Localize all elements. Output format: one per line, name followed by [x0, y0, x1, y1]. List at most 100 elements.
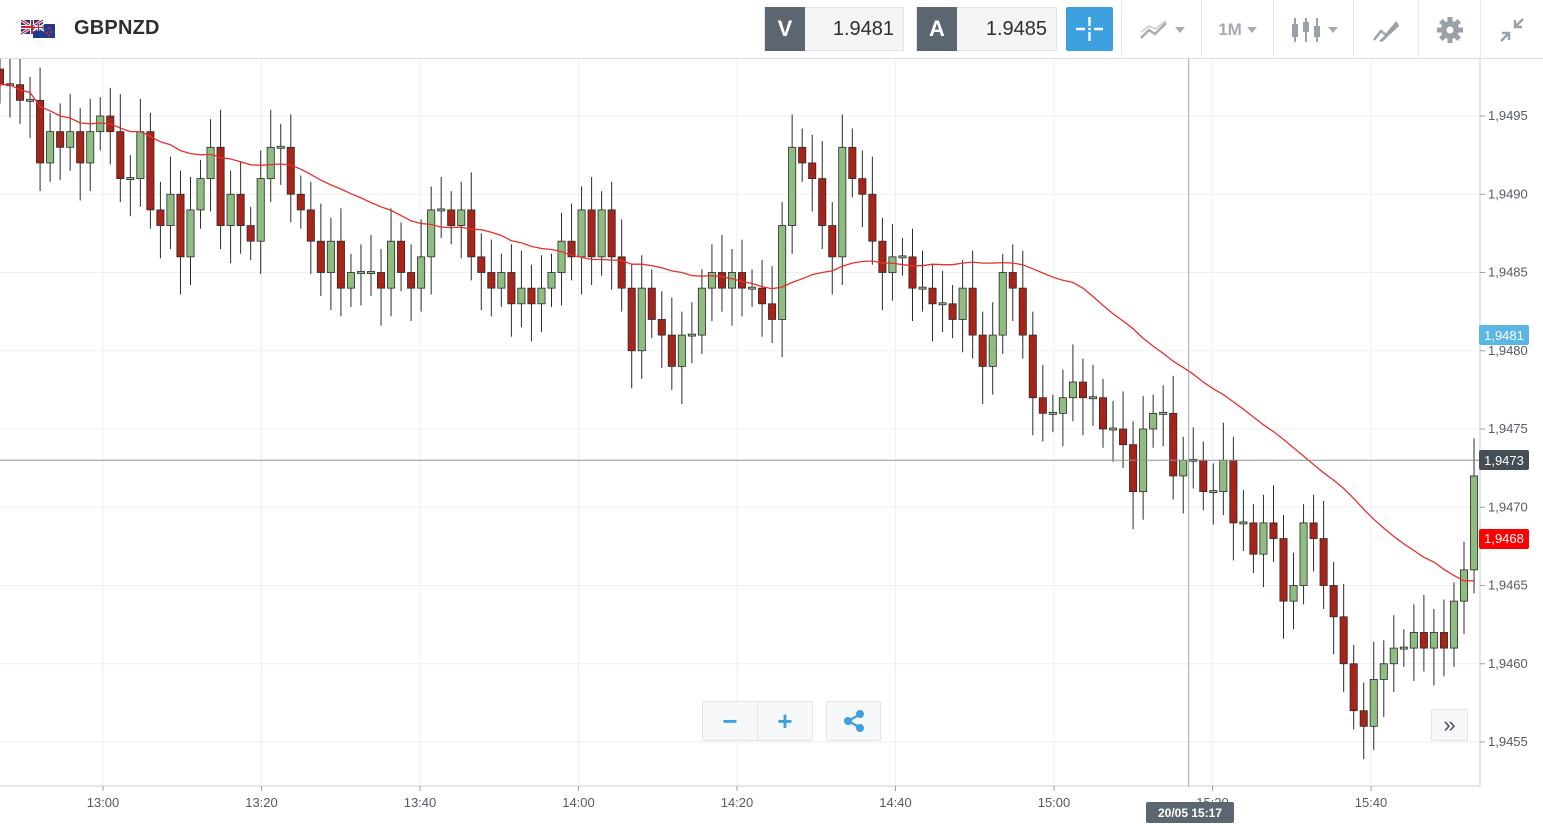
candle	[958, 259, 967, 353]
sell-quote-button[interactable]: V 1.9481	[764, 7, 904, 51]
candle	[366, 234, 376, 296]
candle	[276, 123, 285, 185]
candle	[778, 202, 787, 358]
bull-candle-body	[497, 272, 506, 289]
x-tick-label: 14:00	[562, 795, 595, 810]
bull-candle-body	[256, 178, 265, 242]
scroll-to-latest-button[interactable]: »	[1431, 709, 1468, 741]
bear-candle-body	[1119, 428, 1128, 446]
bull-candle-body	[266, 146, 275, 180]
candle	[5, 59, 15, 118]
candle	[647, 269, 656, 339]
bear-candle-body	[1419, 632, 1428, 649]
candle	[868, 156, 877, 265]
bull-candle-body	[1179, 459, 1188, 477]
grid	[0, 59, 1480, 786]
share-icon	[843, 710, 864, 732]
bear-candle-body	[216, 146, 225, 226]
bear-candle-body	[1018, 287, 1027, 336]
bull-candle-body	[677, 334, 686, 367]
bear-candle-body	[968, 287, 977, 336]
crosshair-button[interactable]	[1066, 7, 1113, 51]
crosshair-icon	[1076, 17, 1103, 41]
bear-candle-body	[808, 162, 817, 179]
candle	[527, 264, 536, 342]
candle	[818, 141, 827, 250]
bull-candle-body	[86, 131, 95, 164]
bull-candle-body	[1068, 381, 1077, 399]
bull-candle-body	[66, 131, 75, 148]
bull-candle-body	[1409, 632, 1418, 649]
bear-candle-body	[306, 209, 315, 242]
candle	[948, 285, 957, 339]
bull-candle-body	[838, 146, 847, 258]
drawing-tools-button[interactable]	[1353, 0, 1418, 59]
bear-candle-body	[16, 84, 25, 101]
zoom-out-button[interactable]: −	[722, 705, 738, 736]
candle	[447, 191, 456, 245]
y-tick-label: 1,9480	[1488, 343, 1528, 358]
bull-candle-body	[1459, 569, 1469, 602]
bull-candle-body	[938, 302, 947, 306]
sell-badge: V	[765, 7, 805, 51]
bear-candle-body	[818, 178, 827, 226]
candle	[66, 94, 75, 171]
candle	[497, 253, 506, 307]
bear-candle-body	[1269, 522, 1278, 539]
bear-candle-body	[1249, 522, 1258, 555]
candle	[707, 244, 716, 322]
candle	[748, 269, 757, 307]
x-tick-label: 15:40	[1355, 795, 1388, 810]
crosshair-date-tag: 20/05 15:17	[1146, 802, 1234, 823]
bull-candle-body	[577, 209, 586, 258]
bear-candle-body	[1199, 459, 1208, 492]
candlestick-chart[interactable]: 1,9495 1,9490 1,9485 1,9480 1,9475 1,9470 1,94…	[0, 59, 1543, 828]
zoom-in-button[interactable]: +	[757, 702, 812, 740]
candle	[968, 250, 977, 359]
bull-candle-body	[1209, 490, 1218, 494]
bear-candle-body	[717, 272, 726, 289]
chevron-down-icon	[1246, 26, 1257, 33]
bear-candle-body	[146, 131, 155, 211]
candle	[216, 109, 225, 250]
collapse-button[interactable]	[1480, 0, 1543, 59]
candle	[46, 112, 55, 182]
candle	[1169, 375, 1178, 500]
bull-candle-body	[26, 98, 35, 102]
candle	[1269, 485, 1278, 563]
bull-candle-body	[1088, 396, 1097, 400]
bear-candle-body	[0, 68, 4, 86]
candle	[1379, 640, 1388, 717]
y-tick-label: 1,9455	[1488, 734, 1528, 749]
instrument-symbol: GBPNZD	[74, 17, 160, 39]
bear-candle-body	[667, 334, 676, 367]
zoom-controls: − +	[702, 701, 813, 741]
bull-candle-body	[387, 240, 396, 289]
candle	[1038, 364, 1047, 442]
chart-type-selector[interactable]	[1121, 0, 1201, 59]
candle-style-selector[interactable]	[1273, 0, 1353, 59]
x-tick-label: 13:20	[245, 795, 278, 810]
candle	[1470, 438, 1479, 594]
timeframe-selector[interactable]: 1M	[1201, 0, 1273, 59]
moving-average-line	[0, 84, 1474, 582]
bull-candle-body	[898, 255, 907, 259]
candle	[236, 161, 245, 254]
candle	[1339, 583, 1348, 692]
candle	[336, 208, 345, 317]
bull-candle-body	[597, 209, 606, 258]
bull-candle-body	[1449, 600, 1458, 649]
settings-button[interactable]	[1418, 0, 1480, 59]
candle	[326, 217, 335, 311]
candle	[988, 302, 997, 395]
candle	[838, 114, 847, 286]
bull-candle-body	[1219, 459, 1228, 492]
share-button[interactable]	[826, 701, 881, 741]
candle	[587, 177, 596, 286]
candle	[1459, 541, 1469, 635]
candle	[196, 159, 205, 229]
bull-candle-body	[537, 287, 546, 305]
buy-quote-button[interactable]: A 1.9485	[916, 7, 1057, 51]
bear-candle-body	[1098, 397, 1108, 430]
candle	[667, 297, 676, 390]
